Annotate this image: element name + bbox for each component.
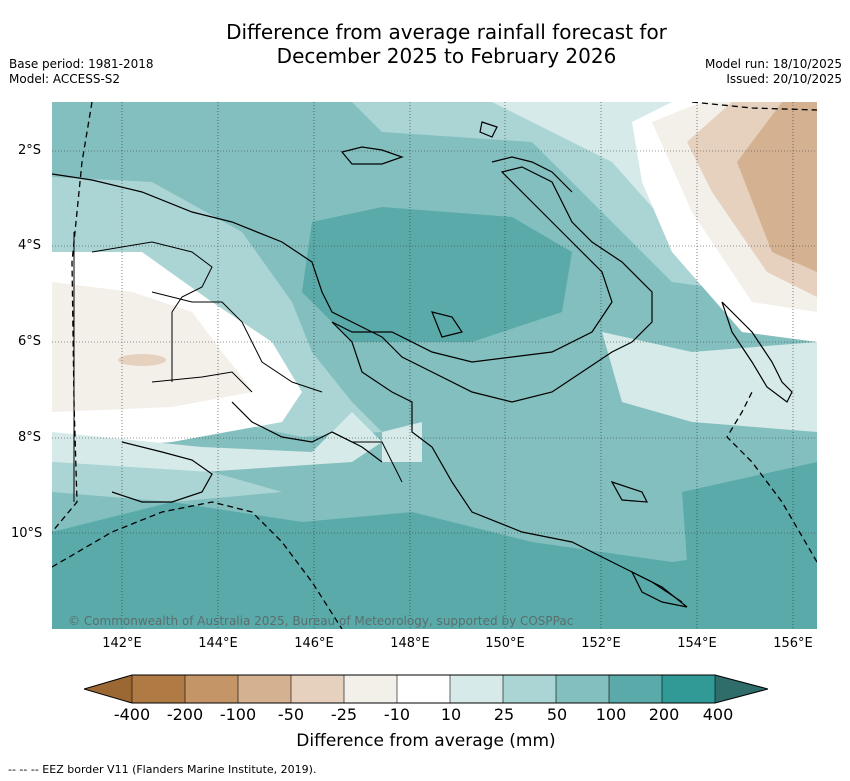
colorbar-bin-10 [609, 675, 662, 703]
colorbar-title: Difference from average (mm) [296, 731, 556, 751]
lon-tick-150e: 150°E [485, 636, 525, 651]
colorbar-bin-5 [344, 675, 397, 703]
model-run: Model run: 18/10/2025 [704, 57, 842, 71]
lon-tick-144e: 144°E [198, 636, 238, 651]
title-line-2: December 2025 to February 2026 [276, 44, 617, 68]
contour-minus25-west [52, 282, 252, 412]
copyright-notice: © Commonwealth of Australia 2025, Bureau… [68, 614, 574, 628]
coastlines [52, 121, 793, 608]
map-svg [52, 102, 817, 629]
colorbar-bin-1 [132, 675, 185, 703]
contour-10-sw [52, 412, 382, 472]
contour-minus100-ne [737, 102, 817, 272]
eez-legend-note: -- -- -- EEZ border V11 (Flanders Marine… [8, 763, 317, 776]
contour-10-east [602, 332, 817, 432]
colorbar-bin-6 [397, 675, 450, 703]
colorbar-label-1: -400 [113, 705, 151, 724]
colorbar-bin-8 [503, 675, 556, 703]
colorbar-label-11: 200 [648, 705, 680, 724]
colorbar-label-2: -200 [166, 705, 204, 724]
meta-left: Base period: 1981-2018 Model: ACCESS-S2 [9, 57, 154, 87]
colorbar-label-3: -100 [219, 705, 257, 724]
forecast-map [52, 102, 817, 629]
lat-tick-10s: 10°S [11, 526, 43, 541]
colorbar-bin-2 [185, 675, 238, 703]
colorbar-label-8: 25 [493, 705, 515, 724]
colorbar-bin-7 [450, 675, 503, 703]
contour-25-sw [52, 462, 282, 502]
colorbar-bin-3 [238, 675, 291, 703]
colorbar-under-arrow [84, 675, 132, 703]
lat-tick-2s: 2°S [18, 143, 42, 158]
colorbar-label-6: -10 [383, 705, 411, 724]
contour-100-central [302, 207, 572, 342]
colorbar-bin-9 [556, 675, 609, 703]
colorbar-label-4: -50 [277, 705, 305, 724]
lat-tick-8s: 8°S [18, 430, 42, 445]
colorbar-label-12: 400 [702, 705, 734, 724]
colorbar-dividers [131, 675, 716, 703]
title-line-1: Difference from average rainfall forecas… [226, 20, 667, 44]
model-name: Model: ACCESS-S2 [9, 72, 121, 86]
admin-borders [73, 232, 403, 502]
lat-tick-4s: 4°S [18, 238, 42, 253]
colorbar-label-7: 10 [440, 705, 462, 724]
meta-right: Model run: 18/10/2025 Issued: 20/10/2025 [705, 57, 842, 87]
colorbar-bin-4 [291, 675, 344, 703]
colorbar-label-10: 100 [595, 705, 627, 724]
graticule [52, 102, 817, 629]
issued-date: Issued: 20/10/2025 [726, 72, 842, 86]
colorbar-bin-11 [662, 675, 715, 703]
colorbar-label-9: 50 [546, 705, 568, 724]
colorbar-label-5: -25 [330, 705, 358, 724]
lon-tick-148e: 148°E [390, 636, 430, 651]
contour-100-se [682, 462, 817, 629]
colorbar-over-arrow [715, 675, 768, 703]
lon-tick-142e: 142°E [102, 636, 142, 651]
lat-tick-6s: 6°S [18, 334, 42, 349]
lon-tick-152e: 152°E [581, 636, 621, 651]
contour-100-south [52, 502, 817, 629]
eez-border [52, 102, 817, 629]
chart-title: Difference from average rainfall forecas… [0, 20, 850, 68]
lon-tick-156e: 156°E [773, 636, 813, 651]
lon-tick-154e: 154°E [677, 636, 717, 651]
colorbar [84, 674, 768, 704]
contour-minus50-west [118, 354, 166, 366]
lon-tick-146e: 146°E [294, 636, 334, 651]
base-period: Base period: 1981-2018 [9, 57, 154, 71]
